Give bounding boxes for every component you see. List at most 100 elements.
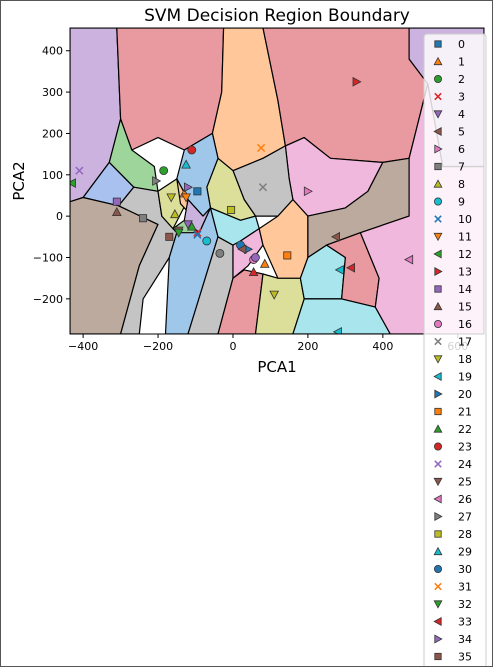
legend-marker-13-shape bbox=[434, 267, 443, 276]
legend-marker-8 bbox=[433, 179, 443, 188]
point-class-34-0-shape bbox=[183, 182, 194, 193]
legend-marker-33 bbox=[433, 617, 442, 626]
legend-marker-14-shape bbox=[434, 285, 442, 293]
legend-marker-10 bbox=[434, 215, 442, 223]
legend-marker-16-shape bbox=[433, 319, 442, 328]
legend-label-20: 20 bbox=[458, 388, 472, 401]
legend-label-25: 25 bbox=[458, 476, 472, 489]
point-class-5-0 bbox=[330, 231, 341, 242]
point-class-19-0 bbox=[334, 265, 344, 275]
legend-label-29: 29 bbox=[458, 546, 472, 559]
legend-label-5: 5 bbox=[458, 126, 465, 139]
point-class-10-0 bbox=[193, 230, 202, 239]
point-class-11-0-shape bbox=[181, 193, 191, 203]
point-class-35-0 bbox=[165, 232, 174, 241]
legend-label-10: 10 bbox=[458, 213, 472, 226]
legend-label-11: 11 bbox=[458, 231, 472, 244]
point-class-29-0 bbox=[181, 159, 191, 169]
legend-marker-27 bbox=[434, 512, 443, 521]
point-class-24-0 bbox=[75, 166, 84, 175]
y-tick-label-200: 200 bbox=[42, 127, 63, 140]
legend-marker-5-shape bbox=[433, 127, 442, 136]
legend-marker-0-shape bbox=[434, 40, 442, 48]
point-class-28-0 bbox=[227, 205, 236, 214]
legend-marker-29 bbox=[433, 546, 443, 556]
point-class-23-0 bbox=[187, 145, 197, 155]
legend-label-7: 7 bbox=[458, 161, 465, 174]
legend-marker-25 bbox=[433, 477, 443, 487]
point-class-28-0-shape bbox=[227, 205, 236, 214]
legend-marker-35-shape bbox=[434, 652, 442, 661]
point-class-32-0 bbox=[173, 228, 184, 238]
legend-marker-21 bbox=[434, 407, 442, 416]
y-tick-label-300: 300 bbox=[42, 86, 63, 99]
legend-marker-5 bbox=[433, 127, 442, 136]
legend-marker-28-shape bbox=[434, 530, 442, 538]
point-class-31-0-shape bbox=[256, 143, 266, 153]
y-axis-ticks: −200 −100 0 100 200 300 400 bbox=[33, 45, 70, 306]
point-class-9-0 bbox=[202, 236, 212, 246]
point-class-13-0 bbox=[352, 76, 362, 87]
point-extra-3-shape bbox=[259, 258, 270, 268]
point-class-22-0 bbox=[186, 221, 197, 231]
point-class-33-0 bbox=[345, 262, 356, 273]
legend-marker-15 bbox=[433, 301, 443, 311]
point-extra-3 bbox=[259, 258, 270, 268]
legend-marker-3-shape bbox=[434, 92, 442, 101]
legend-label-34: 34 bbox=[458, 633, 472, 646]
legend-marker-18 bbox=[433, 355, 443, 364]
decision-regions bbox=[70, 28, 484, 334]
legend-marker-4 bbox=[433, 110, 443, 119]
legend-marker-20-shape bbox=[434, 389, 443, 399]
point-extra-4-shape bbox=[269, 290, 280, 300]
point-extra-1-shape bbox=[251, 253, 260, 262]
legend-marker-31 bbox=[434, 582, 442, 591]
legend-label-1: 1 bbox=[458, 56, 465, 69]
point-class-17-0-shape bbox=[258, 183, 268, 192]
point-class-6-0 bbox=[303, 186, 313, 197]
legend-marker-19-shape bbox=[433, 372, 442, 381]
legend-label-8: 8 bbox=[458, 178, 465, 191]
data-points bbox=[70, 76, 414, 334]
legend-marker-6-shape bbox=[434, 144, 443, 154]
legend-label-22: 22 bbox=[458, 423, 472, 436]
legend-marker-21-shape bbox=[434, 407, 442, 416]
y-tick-label--100: −100 bbox=[33, 252, 63, 265]
legend-marker-24-shape bbox=[434, 460, 442, 468]
legend-marker-3 bbox=[434, 92, 442, 101]
point-class-23-0-shape bbox=[187, 145, 197, 155]
legend-marker-1 bbox=[433, 56, 443, 66]
point-extra-1 bbox=[251, 253, 260, 262]
point-class-32-0-shape bbox=[173, 228, 184, 238]
legend-marker-29-shape bbox=[433, 546, 443, 556]
decision-region-5 bbox=[118, 186, 178, 334]
legend-marker-2-shape bbox=[433, 75, 442, 84]
point-class-11-0 bbox=[181, 193, 191, 203]
legend-marker-11-shape bbox=[433, 232, 443, 242]
legend-label-19: 19 bbox=[458, 371, 472, 384]
point-class-24-0-shape bbox=[75, 166, 84, 175]
legend-label-0: 0 bbox=[458, 38, 465, 51]
legend-marker-27-shape bbox=[434, 512, 443, 521]
legend-marker-31-shape bbox=[434, 582, 442, 591]
legend-marker-30 bbox=[433, 565, 442, 574]
legend-marker-9-shape bbox=[433, 197, 442, 206]
point-class-5-0-shape bbox=[330, 231, 341, 242]
legend-marker-17 bbox=[434, 337, 442, 346]
point-class-18-0-shape bbox=[166, 193, 177, 203]
legend-label-31: 31 bbox=[458, 581, 472, 594]
point-class-17-0 bbox=[258, 183, 268, 192]
point-extra-4 bbox=[269, 290, 280, 300]
legend: 0123456789101112131415161718192021222324… bbox=[423, 33, 487, 667]
x-tick-label--400: −400 bbox=[68, 340, 98, 353]
legend-label-2: 2 bbox=[458, 73, 465, 86]
legend-marker-2 bbox=[433, 75, 442, 84]
legend-marker-8-shape bbox=[433, 179, 443, 188]
legend-marker-0 bbox=[434, 40, 442, 48]
point-class-31-0 bbox=[256, 143, 266, 153]
legend-marker-24 bbox=[434, 460, 442, 468]
legend-marker-10-shape bbox=[434, 215, 442, 223]
point-class-35-0-shape bbox=[165, 232, 174, 241]
legend-marker-26-shape bbox=[433, 494, 442, 504]
